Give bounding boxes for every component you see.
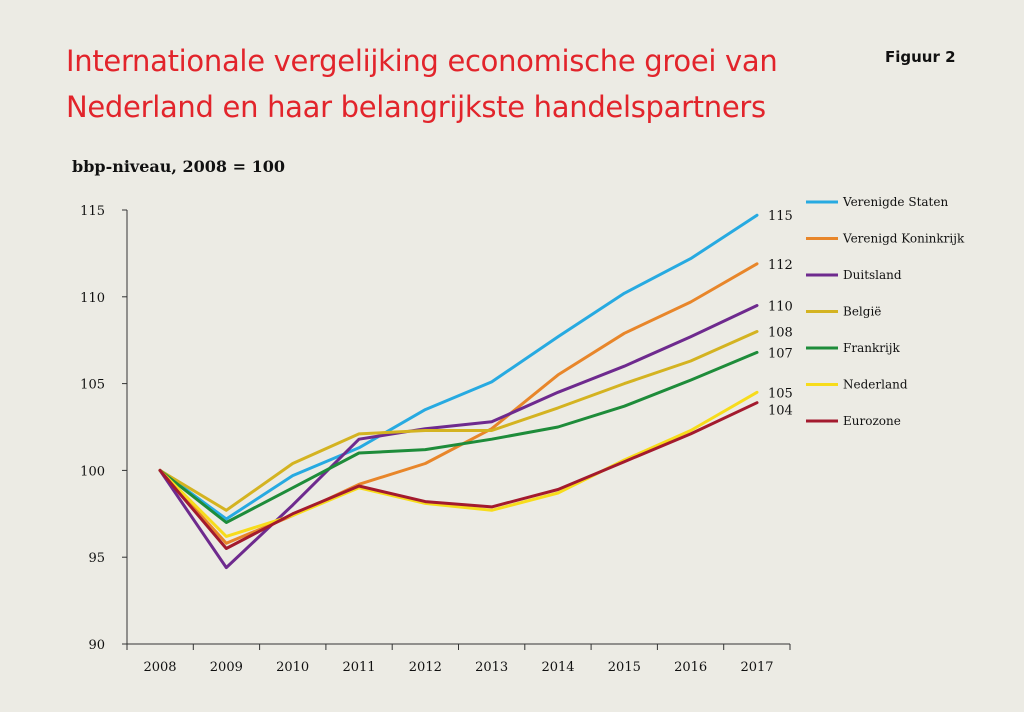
end-value-label: 105: [768, 386, 793, 401]
y-tick-label: 110: [80, 291, 105, 306]
legend-label: Duitsland: [843, 268, 902, 282]
series-line-verenigd-koninkrijk: [158, 262, 759, 545]
y-tick-label: 100: [80, 464, 105, 479]
end-value-label: 107: [768, 346, 793, 361]
y-tick-label: 115: [80, 204, 105, 219]
chart-series-lines: [158, 213, 759, 570]
x-tick-label: 2017: [740, 660, 773, 675]
y-tick-label: 95: [88, 551, 105, 566]
figure-label: Figuur 2: [885, 48, 956, 66]
series-line-frankrijk: [158, 350, 759, 524]
x-tick-label: 2008: [143, 660, 176, 675]
x-tick-label: 2012: [409, 660, 442, 675]
title-line-1: Internationale vergelijking economische …: [66, 44, 778, 78]
end-value-label: 108: [768, 326, 793, 341]
legend-label: Verenigd Koninkrijk: [842, 232, 965, 246]
chart-title: Internationale vergelijking economische …: [66, 38, 826, 130]
series-line-belgi-: [158, 330, 759, 512]
legend-label: Verenigde Staten: [842, 195, 948, 209]
x-tick-label: 2013: [475, 660, 508, 675]
x-tick-label: 2015: [608, 660, 641, 675]
legend-label: Eurozone: [843, 414, 901, 428]
x-tick-label: 2011: [342, 660, 375, 675]
x-tick-label: 2016: [674, 660, 707, 675]
legend-label: België: [843, 305, 881, 319]
end-value-label: 115: [768, 209, 793, 224]
series-line-verenigde-staten: [158, 213, 759, 521]
end-value-label: 104: [768, 403, 793, 418]
title-line-2: Nederland en haar belangrijkste handelsp…: [66, 90, 766, 124]
end-value-label: 112: [768, 258, 793, 273]
legend-label: Nederland: [843, 378, 908, 392]
series-line-duitsland: [158, 304, 759, 570]
chart-legend: Verenigde Staten Verenigd Koninkrijk Duits…: [806, 195, 965, 428]
y-tick-label: 105: [80, 378, 105, 393]
chart-axes: 90 95 100 105 110 115 2008 2009 2010 2011 2012 2013…: [80, 204, 791, 675]
y-tick-label: 90: [88, 638, 105, 653]
y-axis-subtitle: bbp-niveau, 2008 = 100: [72, 157, 286, 176]
x-tick-label: 2010: [276, 660, 309, 675]
x-tick-label: 2014: [541, 660, 574, 675]
series-line-nederland: [158, 390, 759, 538]
legend-label: Frankrijk: [843, 341, 901, 355]
end-value-label: 110: [768, 300, 793, 315]
x-tick-label: 2009: [210, 660, 243, 675]
series-line-eurozone: [158, 401, 759, 550]
chart-end-labels: 115 112 110 108 107 105 104: [768, 209, 793, 418]
